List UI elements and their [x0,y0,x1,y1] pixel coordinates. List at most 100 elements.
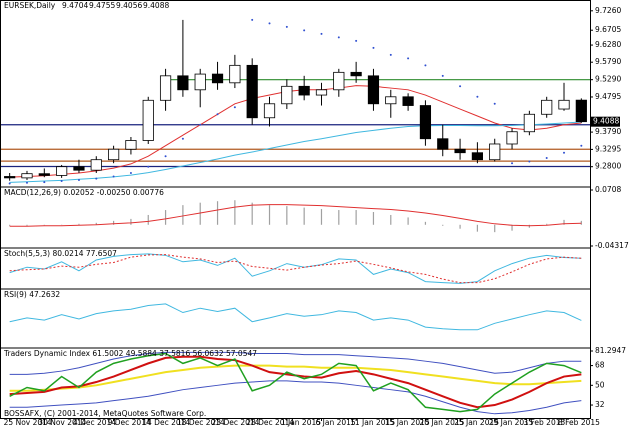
candle-body [4,176,16,179]
sar-dot [303,29,306,32]
macd-bar [459,224,461,229]
candle-body [575,99,587,123]
sar-dot [285,25,288,28]
sar-dot [43,181,46,184]
sar-dot [511,162,514,165]
candle-body [194,73,206,91]
sar-dot [129,171,132,174]
x-tick-label: 20 Jan 2015 [419,418,464,427]
sar-dot [407,57,410,60]
x-tick-label: 8 Feb 2015 [558,418,600,427]
y-tick-label: 50 [595,380,605,389]
candle-body [142,99,154,141]
indicator-line [9,351,582,375]
x-tick-label: 14 Dec 2014 [142,418,190,427]
x-tick-label: 25 Jan 2015 [454,418,499,427]
candle-body [541,99,553,115]
y-tick-label: 9.6705 [595,25,621,34]
y-tick-label: 68 [595,361,605,370]
y-tick-label: -0.04317 [595,241,629,250]
indicator-line [9,380,582,415]
panel-label: Stoch(5,5,3) 80.0214 77.6507 [4,249,117,258]
macd-bar [199,202,201,225]
x-tick-label: 18 Dec 2014 [177,418,225,427]
sar-dot [372,46,375,49]
x-tick-label: 6 Jan 2015 [315,418,355,427]
sar-dot [476,95,479,98]
macd-bar [268,205,271,225]
candle-body [523,113,535,133]
sar-dot [164,155,167,158]
candle-body [108,148,120,161]
indicator-line [9,364,582,392]
macd-bar [182,205,184,225]
sar-dot [216,113,219,116]
macd-bar [95,222,97,225]
macd-bar [9,224,11,226]
panel-label: RSI(9) 47.2632 [4,290,60,299]
sar-dot [459,85,462,88]
macd-bar [546,223,548,225]
x-tick-label: 1 Jan 2015 [281,418,321,427]
y-tick-label: 9.7260 [595,6,621,15]
y-tick-label: 9.3790 [595,127,621,136]
macd-bar [320,209,323,225]
x-tick-label: 4 Dec 2014 [73,418,116,427]
macd-bar [476,224,478,232]
macd-bar [130,218,132,225]
macd-bar [390,214,392,225]
indicator-line [9,303,582,331]
x-tick-label: 28 Dec 2014 [246,418,294,427]
candle-body [229,64,241,84]
y-tick-label: 9.3295 [595,144,621,153]
candle-body [471,152,483,161]
price-label: 9.4088 [593,117,619,126]
x-tick-label: 15 Jan 2015 [385,418,430,427]
candle-body [159,75,172,101]
panel-label: MACD(12,26,9) 0.02052 -0.00250 0.00776 [4,188,164,197]
sar-dot [493,102,496,105]
y-tick-label: 0.0708 [595,185,621,194]
macd-bar [234,200,236,225]
panel-label: Traders Dynamic Index 61.5002 49.5884 37… [3,349,257,358]
x-tick-label: 9 Dec 2014 [108,418,151,427]
candle-body [56,166,68,176]
x-tick-label: 25 Nov 2014 [4,418,52,427]
sar-dot [25,181,28,184]
indicator-line [9,85,582,178]
macd-bar [286,206,288,225]
candle-body [73,166,85,171]
candle-body [558,99,570,110]
panel-label: EURSEK,Daily [4,1,56,10]
indicator-line [9,204,582,227]
candle-body [90,159,102,171]
sar-dot [112,175,115,178]
macd-bar [580,220,582,225]
macd-bar [511,224,513,231]
sar-dot [441,74,444,77]
macd-bar [251,202,253,225]
candle-body [437,138,449,150]
candle-body [454,148,466,154]
sar-dot [320,32,323,35]
y-tick-label: 32 [595,400,605,409]
candle-body [350,71,362,77]
candle-body [263,103,276,119]
copyright: BOSSAFX, (C) 2001-2014, MetaQuotes Softw… [4,409,206,418]
sar-dot [355,39,358,42]
y-tick-label: 9.6280 [595,40,621,49]
candle-body [315,89,328,96]
sar-dot [251,18,254,21]
y-tick-label: 9.5790 [595,57,621,66]
sar-dot [528,160,531,163]
frame [0,0,591,419]
sar-dot [580,144,583,147]
sar-dot [60,180,63,183]
macd-bar [563,219,565,225]
candle-body [125,140,137,150]
sar-dot [181,137,184,140]
sar-dot [545,156,548,159]
sar-dot [268,22,271,25]
sar-dot [389,53,392,56]
